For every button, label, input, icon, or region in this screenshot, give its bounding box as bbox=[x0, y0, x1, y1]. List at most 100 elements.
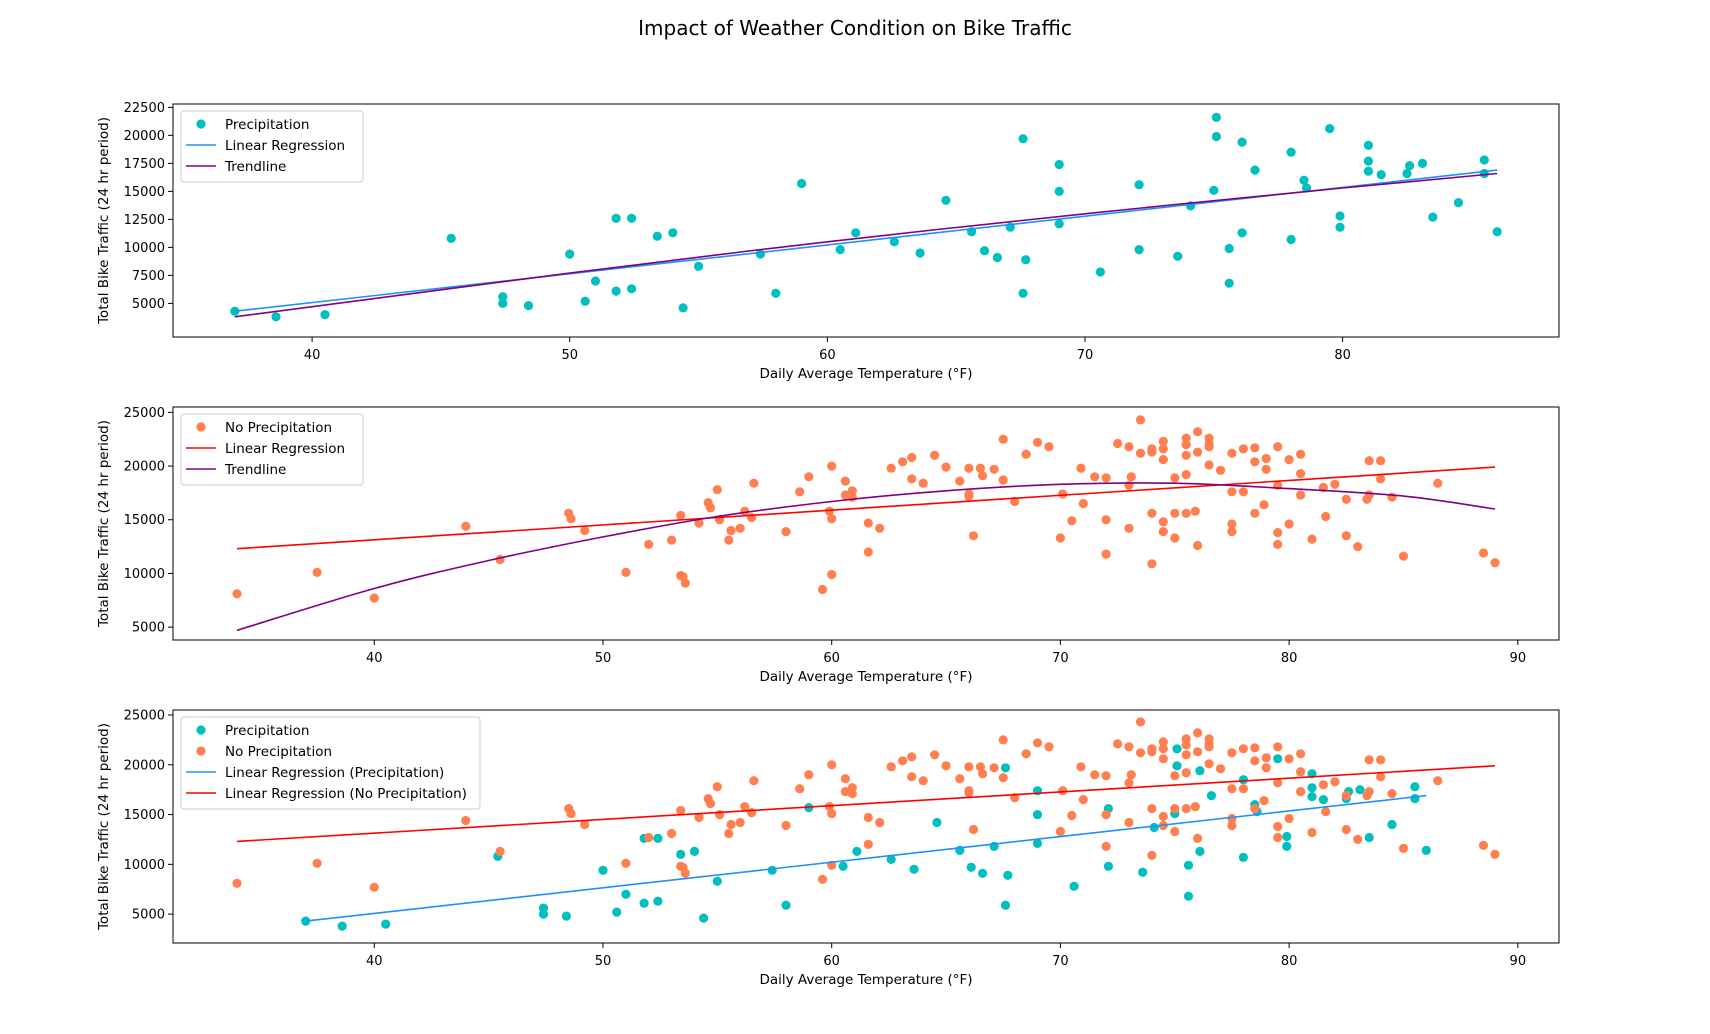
y-axis-label: Total Bike Traffic (24 hr period) bbox=[96, 420, 112, 628]
scatter-point bbox=[1032, 838, 1043, 849]
legend-label: Linear Regression (No Precipitation) bbox=[225, 786, 467, 802]
scatter-point bbox=[1398, 843, 1409, 854]
scatter-point bbox=[1058, 489, 1068, 499]
scatter-point bbox=[1158, 754, 1168, 764]
scatter-point bbox=[312, 858, 322, 868]
scatter-point bbox=[1238, 744, 1248, 754]
scatter-point bbox=[1490, 849, 1500, 860]
scatter-point bbox=[644, 539, 654, 550]
y-tick-label: 15000 bbox=[124, 185, 165, 200]
legend-label: Linear Regression bbox=[225, 138, 345, 154]
scatter-point bbox=[1101, 549, 1111, 559]
scatter-point bbox=[875, 523, 885, 533]
scatter-point bbox=[1113, 438, 1123, 449]
scatter-point bbox=[724, 828, 734, 839]
scatter-point bbox=[1364, 755, 1374, 765]
scatter-point bbox=[1147, 804, 1157, 814]
scatter-point bbox=[915, 248, 925, 258]
y-axis-label: Total Bike Traffic (24 hr period) bbox=[96, 117, 112, 325]
scatter-point bbox=[538, 909, 549, 919]
scatter-point bbox=[689, 846, 700, 857]
scatter-point bbox=[712, 876, 722, 886]
scatter-point bbox=[1054, 219, 1064, 229]
scatter-point bbox=[1363, 166, 1373, 176]
scatter-point bbox=[1172, 761, 1182, 771]
panel-2: 40 50 60 70 80 90 5000 10000 15000 20000 25000 Dail… bbox=[96, 406, 1560, 685]
scatter-point bbox=[1307, 783, 1317, 793]
scatter-point bbox=[1250, 756, 1260, 766]
x-axis-label: Daily Average Temperature (°F) bbox=[759, 669, 972, 685]
scatter-point bbox=[898, 457, 908, 467]
scatter-point bbox=[320, 310, 330, 320]
scatter-point bbox=[1224, 278, 1234, 288]
scatter-point bbox=[1387, 819, 1397, 830]
scatter-point bbox=[1195, 846, 1205, 857]
scatter-point bbox=[369, 593, 379, 603]
scatter-point bbox=[1353, 542, 1363, 552]
scatter-point bbox=[1364, 832, 1374, 843]
x-axis-label: Daily Average Temperature (°F) bbox=[759, 366, 972, 382]
legend-marker bbox=[196, 725, 206, 735]
scatter-point bbox=[561, 911, 572, 921]
scatter-point bbox=[1055, 826, 1065, 837]
scatter-point bbox=[1224, 243, 1234, 254]
x-tick-label: 70 bbox=[1077, 348, 1094, 363]
scatter-point bbox=[941, 462, 951, 472]
scatter-point bbox=[1227, 748, 1237, 758]
axes-frame bbox=[172, 709, 1560, 944]
scatter-point bbox=[851, 228, 861, 238]
scatter-point bbox=[840, 774, 851, 784]
scatter-point bbox=[1170, 771, 1180, 781]
legend-box bbox=[180, 110, 364, 183]
scatter-point bbox=[1190, 506, 1200, 516]
scatter-point bbox=[1250, 743, 1260, 753]
scatter-point bbox=[1341, 824, 1351, 835]
scatter-point bbox=[1044, 742, 1054, 752]
scatter-point bbox=[1181, 750, 1191, 760]
scatter-point bbox=[1227, 527, 1237, 537]
figure-title: Impact of Weather Condition on Bike Traf… bbox=[638, 16, 1072, 40]
scatter-point bbox=[1170, 533, 1180, 543]
scatter-point bbox=[749, 478, 759, 488]
scatter-point bbox=[998, 773, 1008, 783]
scatter-point bbox=[580, 296, 590, 306]
scatter-point bbox=[998, 434, 1008, 444]
scatter-point bbox=[1101, 810, 1111, 820]
scatter-point bbox=[918, 478, 928, 488]
trendline bbox=[236, 482, 1496, 632]
scatter-point bbox=[1209, 185, 1219, 195]
scatter-point bbox=[1158, 517, 1168, 527]
scatter-point bbox=[652, 231, 662, 241]
scatter-point bbox=[1307, 534, 1317, 544]
scatter-point bbox=[975, 463, 986, 473]
scatter-point bbox=[1273, 442, 1283, 452]
scatter-point bbox=[1227, 813, 1237, 824]
scatter-point bbox=[1490, 558, 1500, 568]
scatter-point bbox=[566, 514, 576, 524]
scatter-point bbox=[817, 874, 828, 884]
scatter-point bbox=[1215, 465, 1226, 475]
scatter-point bbox=[735, 817, 745, 828]
scatter-point bbox=[590, 276, 601, 286]
scatter-point bbox=[667, 828, 677, 839]
legend-label: Trendline bbox=[224, 159, 286, 175]
scatter-point bbox=[1238, 852, 1248, 863]
scatter-point bbox=[749, 776, 759, 786]
scatter-point bbox=[1259, 796, 1269, 806]
y-tick-label: 20000 bbox=[124, 758, 165, 773]
scatter-point bbox=[566, 809, 576, 819]
scatter-point bbox=[1054, 186, 1064, 196]
x-tick-label: 80 bbox=[1281, 651, 1298, 666]
scatter-point bbox=[1190, 802, 1200, 812]
scatter-point bbox=[1147, 508, 1157, 518]
scatter-point bbox=[1170, 804, 1180, 814]
x-tick-label: 50 bbox=[595, 651, 612, 666]
scatter-point bbox=[580, 525, 590, 536]
scatter-point bbox=[461, 521, 471, 531]
scatter-point bbox=[1124, 817, 1134, 828]
scatter-point bbox=[1193, 447, 1203, 457]
scatter-point bbox=[1318, 795, 1328, 805]
scatter-point bbox=[909, 864, 919, 874]
x-tick-label: 60 bbox=[823, 651, 840, 666]
